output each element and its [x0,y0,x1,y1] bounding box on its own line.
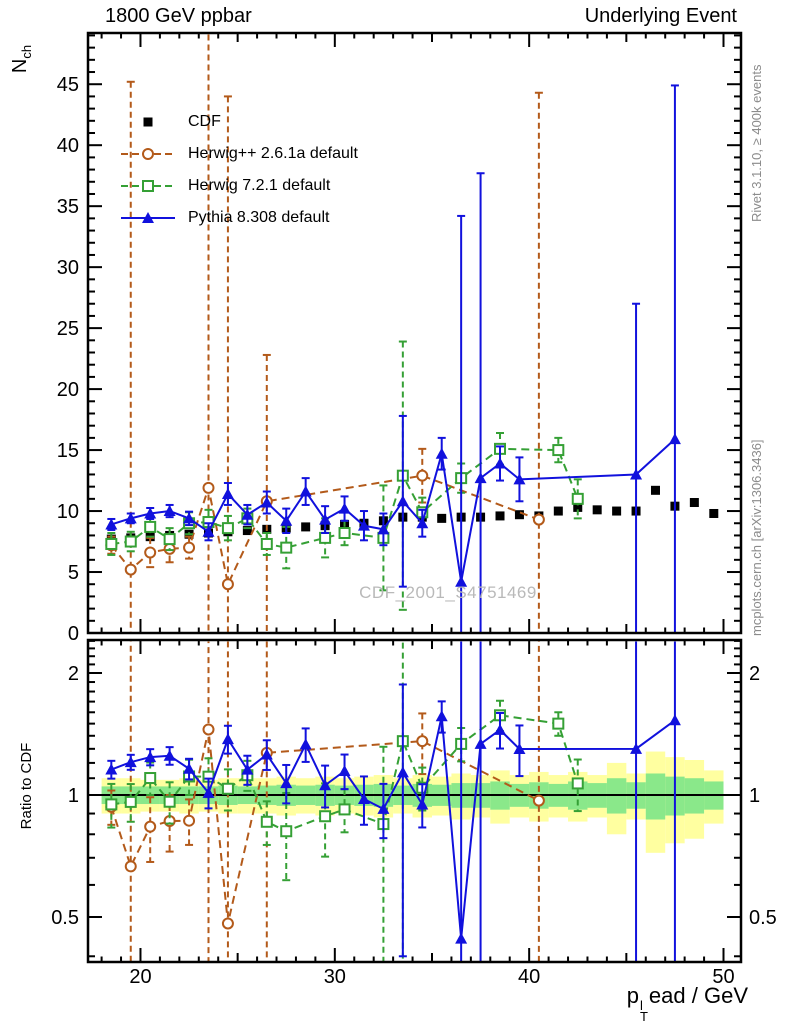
y-axis-title-base: N [9,58,31,74]
svg-text:45: 45 [57,74,79,96]
legend-item-herwig-2-6-1a-default: Herwig++ 2.6.1a default [118,138,358,170]
svg-text:35: 35 [57,196,79,218]
legend-item-pythia-8-308-default: Pythia 8.308 default [118,202,358,234]
rivet-version-text: Rivet 3.1.10, ≥ 400k events [749,64,764,222]
x-axis-title-rest: ead / GeV [648,983,748,1008]
herwig-2-6-1a-default-marker-icon [121,148,175,160]
legend-item-cdf: CDF [118,106,358,138]
legend-label: Pythia 8.308 default [188,209,330,226]
x-axis-title-sub: T [639,1009,648,1024]
svg-text:20: 20 [57,379,79,401]
beam-energy-title: 1800 GeV ppbar [105,5,252,27]
svg-text:2: 2 [749,663,760,685]
y-axis-title: Nch [9,23,35,95]
svg-text:0: 0 [68,623,79,645]
legend: CDF Herwig++ 2.6.1a default Herwig 7.2.1 d… [118,106,358,234]
legend-label: Herwig++ 2.6.1a default [188,145,358,162]
svg-text:0.5: 0.5 [749,907,777,929]
svg-text:50: 50 [712,966,734,988]
x-axis-title-sup: l [639,998,643,1013]
legend-label: CDF [188,113,221,130]
svg-text:15: 15 [57,440,79,462]
svg-text:0.5: 0.5 [51,907,79,929]
svg-text:2: 2 [68,663,79,685]
observable-group-title: Underlying Event [584,5,737,27]
mcplots-reference-text: mcplots.cern.ch [arXiv:1306.3436] [749,439,764,636]
svg-text:10: 10 [57,501,79,523]
analysis-id-watermark: CDF_2001_S4751469 [359,583,537,602]
svg-text:30: 30 [57,257,79,279]
cdf-marker-icon [143,117,153,127]
svg-text:5: 5 [68,562,79,584]
x-axis-title-base: p [626,983,639,1008]
svg-text:40: 40 [57,135,79,157]
svg-text:20: 20 [129,966,151,988]
svg-text:40: 40 [518,966,540,988]
pythia-8-308-default-marker-icon [121,212,175,223]
y-axis-title-sub: ch [19,44,34,59]
legend-label: Herwig 7.2.1 default [188,177,331,194]
legend-item-herwig-7-2-1-default: Herwig 7.2.1 default [118,170,358,202]
svg-text:30: 30 [324,966,346,988]
svg-text:1: 1 [749,785,760,807]
svg-text:1: 1 [68,785,79,807]
ratio-axis-title: Ratio to CDF [18,742,35,830]
svg-text:25: 25 [57,318,79,340]
herwig-7-2-1-default-marker-icon [121,180,175,192]
